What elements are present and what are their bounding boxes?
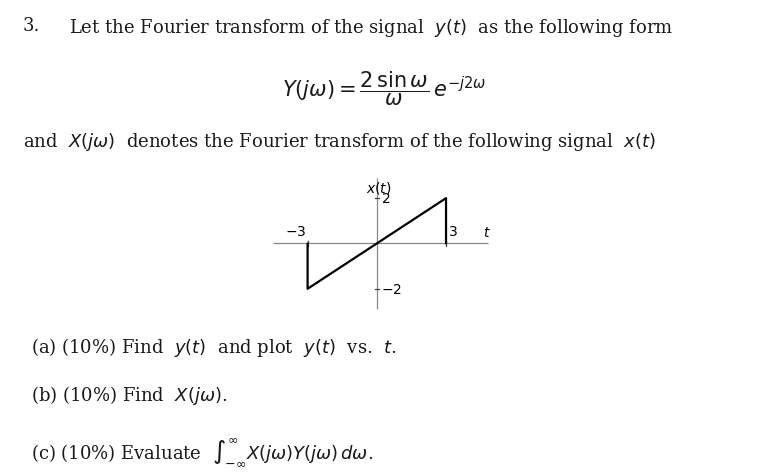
- Text: $-2$: $-2$: [381, 282, 402, 296]
- Text: (a) (10%) Find  $y(t)$  and plot  $y(t)$  vs.  $t$.: (a) (10%) Find $y(t)$ and plot $y(t)$ vs…: [31, 336, 396, 358]
- Text: Let the Fourier transform of the signal  $y(t)$  as the following form: Let the Fourier transform of the signal …: [69, 17, 674, 39]
- Text: $Y(j\omega) = \dfrac{2\,\sin\omega}{\omega}\,e^{-j2\omega}$: $Y(j\omega) = \dfrac{2\,\sin\omega}{\ome…: [282, 69, 487, 108]
- Text: (c) (10%) Evaluate  $\int_{-\infty}^{\infty} X(j\omega)Y(j\omega)\,d\omega$.: (c) (10%) Evaluate $\int_{-\infty}^{\inf…: [31, 436, 373, 467]
- Text: 3.: 3.: [23, 17, 41, 35]
- Text: $-3$: $-3$: [285, 225, 306, 239]
- Text: $2$: $2$: [381, 192, 391, 206]
- Text: $x(t)$: $x(t)$: [366, 179, 392, 196]
- Text: $t$: $t$: [483, 226, 491, 240]
- Text: $3$: $3$: [448, 225, 458, 239]
- Text: and  $X(j\omega)$  denotes the Fourier transform of the following signal  $x(t)$: and $X(j\omega)$ denotes the Fourier tra…: [23, 131, 656, 153]
- Text: (b) (10%) Find  $X(j\omega)$.: (b) (10%) Find $X(j\omega)$.: [31, 383, 227, 406]
